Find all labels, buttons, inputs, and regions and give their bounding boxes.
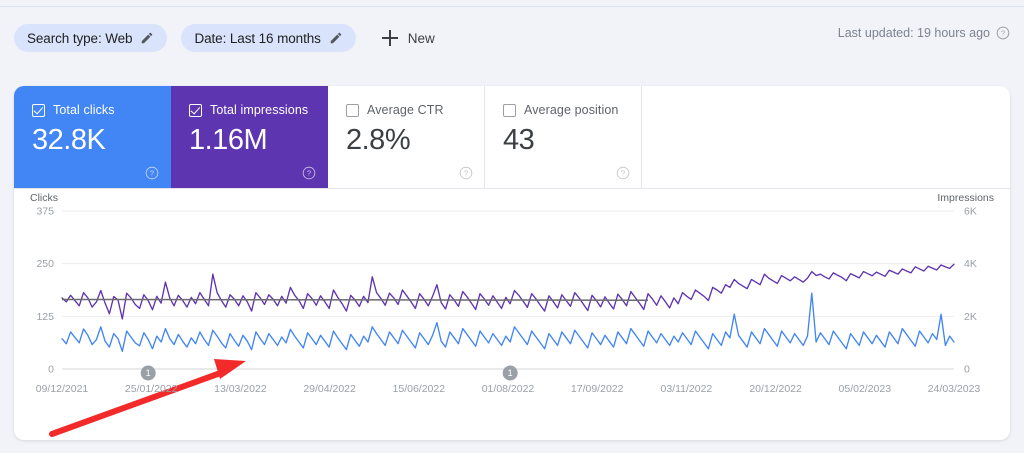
trend-line-overlay: [61, 298, 649, 302]
x-axis-tick-label: 24/03/2023: [928, 383, 981, 395]
x-axis-tick-label: 05/02/2023: [839, 383, 892, 395]
annotation-marker[interactable]: 1: [502, 365, 518, 381]
x-axis-tick-label: 09/12/2021: [36, 383, 89, 395]
filter-chip-date-label: Date: Last 16 months: [194, 30, 321, 46]
pencil-icon: [330, 32, 342, 44]
help-icon[interactable]: ?: [302, 166, 316, 180]
add-new-filter-button[interactable]: New: [376, 24, 441, 52]
checkbox-unchecked-icon[interactable]: [503, 103, 516, 117]
metric-value: 32.8K: [32, 124, 106, 156]
filter-toolbar: Search type: Web Date: Last 16 months Ne…: [0, 14, 1024, 62]
metric-card-header: Average CTR: [346, 103, 484, 117]
top-divider: [0, 6, 1024, 7]
metric-label: Total clicks: [53, 103, 115, 117]
left-axis-tick-label: 375: [36, 206, 54, 218]
svg-text:?: ?: [464, 169, 468, 178]
svg-text:?: ?: [307, 169, 311, 178]
left-axis-title: Clicks: [30, 192, 58, 204]
filter-chip-search-type-label: Search type: Web: [27, 30, 133, 46]
svg-text:?: ?: [150, 169, 154, 178]
svg-text:?: ?: [621, 169, 625, 178]
metric-card-average-position[interactable]: Average position 43 ?: [485, 86, 642, 188]
x-axis-tick-label: 15/06/2022: [393, 383, 446, 395]
right-axis-tick-label: 0: [964, 364, 970, 376]
x-axis-tick-label: 17/09/2022: [571, 383, 624, 395]
annotation-marker-label: 1: [146, 368, 151, 378]
filter-chip-group: Search type: Web Date: Last 16 months Ne…: [0, 24, 441, 52]
performance-panel: Total clicks 32.8K ? Total impressions 1…: [14, 86, 1010, 440]
metric-value: 43: [503, 124, 535, 156]
last-updated-label: Last updated: 19 hours ago: [837, 26, 990, 40]
help-icon[interactable]: ?: [616, 166, 630, 180]
x-axis-tick-label: 25/01/2022: [125, 383, 178, 395]
performance-chart: 0 125 250 375 0 2K 4K 6K Clicks Impressions 09…: [14, 189, 1010, 440]
metric-card-header: Total clicks: [32, 103, 170, 117]
metric-card-group: Total clicks 32.8K ? Total impressions 1…: [14, 86, 642, 188]
x-axis-tick-label: 13/03/2022: [214, 383, 267, 395]
svg-text:?: ?: [1001, 29, 1005, 38]
metric-card-average-ctr[interactable]: Average CTR 2.8% ?: [328, 86, 485, 188]
filter-chip-date[interactable]: Date: Last 16 months: [181, 24, 356, 52]
metric-card-total-clicks[interactable]: Total clicks 32.8K ?: [14, 86, 171, 188]
add-new-filter-label: New: [407, 30, 435, 46]
x-axis-tick-label: 03/11/2022: [661, 383, 713, 395]
help-icon[interactable]: ?: [145, 166, 159, 180]
x-axis-tick-label: 20/12/2022: [749, 383, 802, 395]
checkbox-checked-icon[interactable]: [32, 103, 45, 117]
metric-card-total-impressions[interactable]: Total impressions 1.16M ?: [171, 86, 328, 188]
metric-label: Average CTR: [367, 103, 444, 117]
right-axis-tick-label: 6K: [964, 206, 977, 218]
metric-label: Average position: [524, 103, 619, 117]
series-line-impressions: [61, 263, 955, 320]
checkbox-checked-icon[interactable]: [189, 103, 202, 117]
annotation-marker-label: 1: [508, 368, 513, 378]
checkbox-unchecked-icon[interactable]: [346, 103, 359, 117]
annotation-marker[interactable]: 1: [140, 365, 156, 381]
metrics-divider: [14, 188, 1010, 189]
pencil-icon: [142, 32, 153, 44]
metric-value: 2.8%: [346, 124, 411, 156]
last-updated-status: Last updated: 19 hours ago ?: [838, 26, 1010, 40]
help-icon[interactable]: ?: [459, 166, 473, 180]
left-axis-tick-label: 250: [36, 258, 54, 270]
metric-card-header: Average position: [503, 103, 641, 117]
chart-gridlines: [62, 210, 954, 370]
x-axis-tick-label: 01/08/2022: [482, 383, 535, 395]
filter-chip-search-type[interactable]: Search type: Web: [14, 24, 168, 52]
right-axis-title: Impressions: [937, 192, 994, 204]
help-icon[interactable]: ?: [996, 26, 1010, 40]
metric-card-header: Total impressions: [189, 103, 327, 117]
left-axis-tick-label: 0: [48, 364, 54, 376]
metric-label: Total impressions: [210, 103, 309, 117]
left-axis-tick-label: 125: [36, 311, 54, 323]
metric-value: 1.16M: [189, 124, 268, 156]
right-axis-tick-labels: 0 2K 4K 6K: [964, 206, 977, 376]
plus-icon: [381, 30, 398, 46]
series-line-clicks: [61, 292, 955, 352]
x-axis-tick-label: 29/04/2022: [303, 383, 356, 395]
left-axis-tick-labels: 0 125 250 375: [36, 206, 54, 376]
x-axis-tick-labels: 09/12/2021 25/01/2022 13/03/2022 29/04/2022…: [36, 383, 981, 395]
performance-chart-svg: 0 125 250 375 0 2K 4K 6K Clicks Impressions 09…: [30, 192, 994, 437]
right-axis-tick-label: 4K: [964, 258, 977, 270]
right-axis-tick-label: 2K: [964, 311, 977, 323]
growth-arrow-overlay: [49, 359, 246, 437]
